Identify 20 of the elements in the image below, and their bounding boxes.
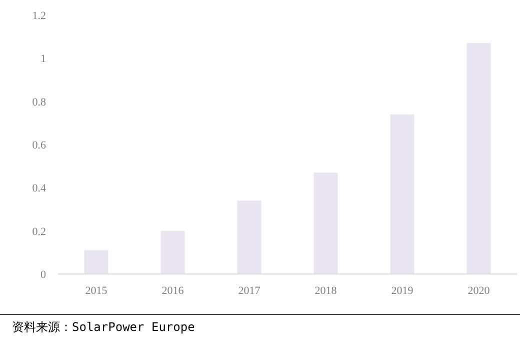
x-tick-label: 2020	[468, 285, 490, 297]
x-tick-label: 2016	[162, 285, 184, 297]
x-tick-label: 2017	[238, 285, 261, 297]
bar	[314, 172, 338, 274]
bar	[160, 230, 185, 274]
x-tick-label: 2015	[85, 285, 108, 297]
y-tick-label: 0.2	[32, 226, 46, 238]
y-tick-label: 0.8	[32, 96, 46, 108]
text: 资料来源：SolarPower Europe	[12, 320, 195, 334]
x-tick-label: 2018	[314, 285, 338, 297]
bar	[390, 114, 414, 274]
bar	[237, 200, 262, 274]
x-tick-label: 2019	[391, 285, 414, 297]
bar	[466, 43, 491, 274]
bar	[84, 250, 108, 274]
y-tick-label: 0.6	[32, 140, 46, 152]
y-tick-label: 0.4	[32, 182, 46, 195]
y-tick-label: 0	[40, 269, 46, 281]
y-tick-label: 1.2	[32, 10, 46, 22]
y-tick-label: 1	[40, 53, 46, 66]
